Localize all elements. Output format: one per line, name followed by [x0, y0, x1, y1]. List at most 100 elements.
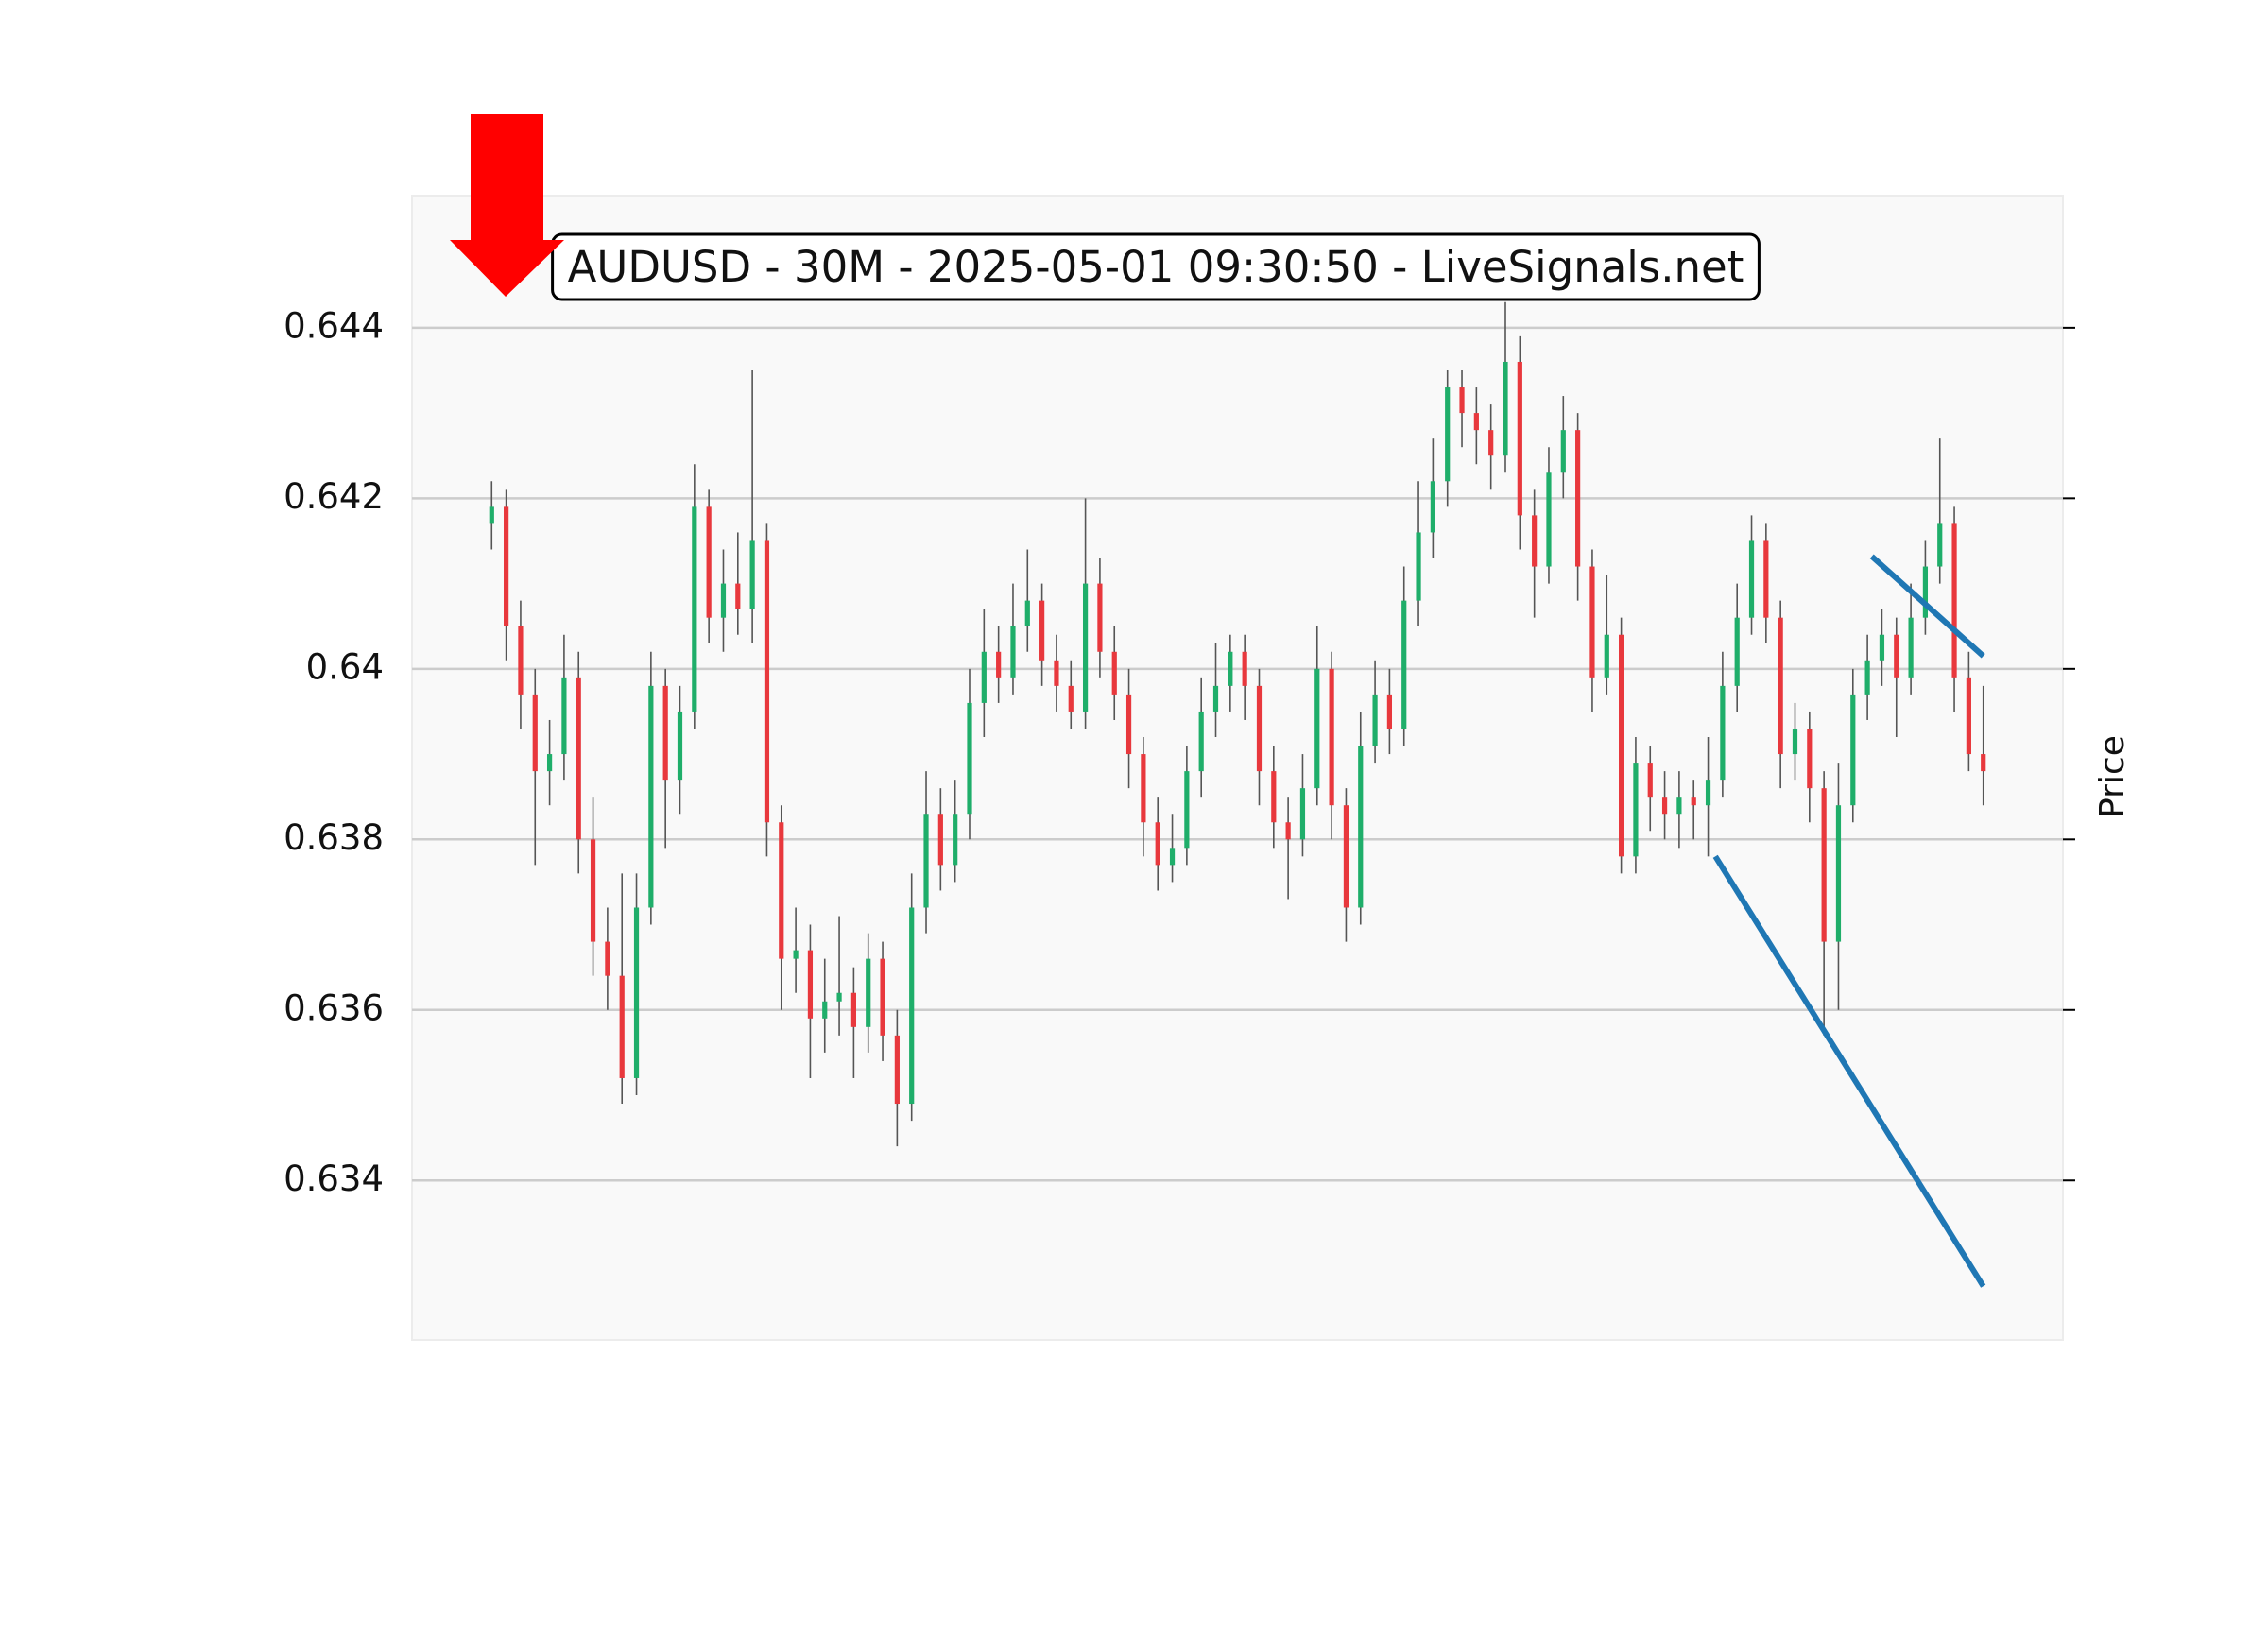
candle-body [1271, 771, 1277, 823]
y-tick-label: 0.634 [284, 1158, 384, 1199]
candle-body [1864, 660, 1870, 695]
candle-body [880, 958, 885, 1036]
y-tick-label: 0.642 [284, 476, 384, 517]
candle-body [605, 941, 610, 976]
candle-body [1242, 651, 1247, 686]
candle-body [807, 950, 814, 1019]
candle-body [836, 992, 842, 1002]
candle-body [1908, 617, 1914, 678]
candle-body [1676, 797, 1682, 815]
candle-body [735, 583, 741, 609]
candle-body [1792, 728, 1798, 755]
candle-body [1459, 387, 1465, 414]
candle-body [793, 950, 799, 959]
candle-body [1488, 430, 1494, 456]
candle-body [532, 694, 538, 772]
candle-body [749, 540, 755, 609]
y-tick-label: 0.644 [284, 305, 384, 346]
candle-body [1966, 677, 1971, 755]
candle-body [1024, 600, 1030, 626]
candle-body [1314, 668, 1320, 789]
candle-body [1358, 746, 1364, 908]
candle-body [1937, 523, 1943, 567]
candle-body [1778, 617, 1783, 755]
chart-title: AUDUSD - 30M - 2025-05-01 09:30:50 - Liv… [568, 242, 1744, 292]
trend-line [1712, 854, 1986, 1288]
candle-body [894, 1035, 900, 1105]
candle-body [764, 540, 770, 823]
candle-body [937, 814, 943, 866]
candle-body [923, 814, 929, 908]
candle-body [1647, 763, 1653, 798]
candle-body [1705, 780, 1711, 806]
candle-body [1401, 600, 1407, 729]
candle-body [981, 651, 987, 703]
candle-body [1111, 651, 1117, 695]
plot-area [411, 195, 2064, 1341]
candle-body [504, 506, 509, 626]
candle-body [1299, 788, 1306, 840]
candle-body [1386, 694, 1393, 729]
candle-body [1372, 694, 1378, 746]
candle-body [822, 1001, 828, 1019]
candle-body [1040, 600, 1045, 661]
candle-body [909, 907, 915, 1105]
candle-body [1560, 430, 1566, 473]
candle-body [1619, 634, 1624, 857]
candle-body [619, 975, 625, 1078]
candle-body [1445, 387, 1451, 482]
candle-body [1256, 685, 1263, 772]
candle-body [1748, 540, 1755, 618]
candle-body [489, 506, 494, 524]
grid: 0.634 0.636 0.638 0.64 0.642 0.644 [284, 305, 2075, 1199]
overlay: AUDUSD - 30M - 2025-05-01 09:30:50 - Liv… [450, 114, 2132, 818]
candle-body [1532, 515, 1538, 567]
candle-body [1589, 566, 1595, 678]
candle-body [1097, 583, 1103, 652]
candle-body [1212, 685, 1219, 712]
candle-body [1981, 754, 1986, 772]
candle-body [1835, 805, 1842, 942]
signal-arrow [450, 114, 564, 297]
candle-body [1922, 566, 1929, 618]
candle-body [1141, 754, 1146, 823]
candle-body [590, 839, 596, 942]
candle-body [706, 506, 712, 618]
candle-body [1720, 685, 1726, 781]
candle-body [1155, 822, 1160, 866]
candle-body [1894, 634, 1899, 678]
candle-body [546, 754, 553, 772]
candle-body [1807, 728, 1813, 789]
candle-body [1329, 668, 1334, 806]
candle-body [1169, 848, 1176, 866]
candle-body [1763, 540, 1769, 618]
candle-body [720, 583, 727, 618]
candle-body [850, 992, 856, 1027]
candle-body [1517, 361, 1522, 516]
candles [489, 301, 1986, 1288]
candle-body [1633, 763, 1639, 857]
candle-body [1082, 583, 1089, 712]
candle-body [576, 677, 581, 840]
trend-line [1869, 554, 1985, 659]
y-tick-label: 0.64 [306, 646, 384, 687]
candle-body [1879, 634, 1885, 661]
candle-body [1285, 822, 1291, 840]
candle-body [662, 685, 668, 781]
candle-body [967, 702, 972, 815]
candle-body [1546, 472, 1552, 567]
candle-body [1604, 634, 1609, 678]
candle-body [648, 685, 654, 908]
candle-body [1473, 413, 1479, 431]
candle-body [1503, 361, 1508, 456]
candle-body [1198, 711, 1204, 772]
candle-body [1228, 651, 1233, 686]
candle-body [1951, 523, 1957, 678]
candle-body [1821, 788, 1827, 942]
candle-body [1184, 771, 1190, 849]
candle-body [1054, 660, 1059, 686]
candle-body [1661, 797, 1668, 815]
candle-body [1010, 626, 1016, 678]
y-tick-label: 0.636 [284, 987, 384, 1028]
